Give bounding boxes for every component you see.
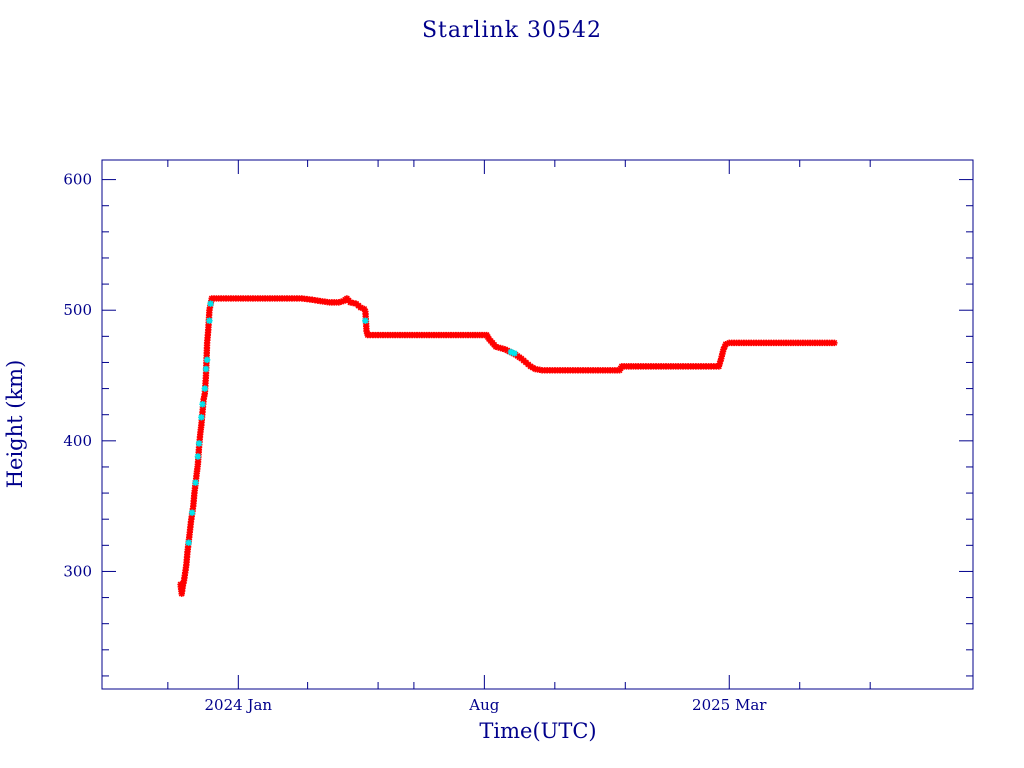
chart-title: Starlink 30542 — [422, 18, 602, 43]
data-point — [720, 346, 727, 353]
data-point — [192, 479, 199, 486]
data-point — [357, 304, 364, 311]
x-tick-label: Aug — [468, 696, 499, 714]
series-0 — [177, 295, 838, 597]
x-tick-label: 2024 Jan — [205, 696, 273, 714]
data-point — [207, 300, 214, 307]
y-tick-label: 500 — [63, 301, 92, 319]
data-series — [177, 295, 838, 597]
y-tick-label: 400 — [63, 432, 92, 450]
data-point — [195, 440, 203, 447]
data-point — [361, 305, 368, 313]
data-point — [185, 539, 192, 546]
data-point — [831, 339, 838, 347]
data-point — [722, 340, 729, 348]
x-axis-label: Time(UTC) — [479, 719, 596, 743]
series-1 — [185, 300, 518, 546]
data-point — [194, 453, 202, 460]
y-tick-label: 600 — [63, 171, 92, 189]
data-point — [202, 365, 210, 373]
y-tick-label: 300 — [63, 562, 92, 580]
y-axis-label: Height (km) — [3, 360, 27, 489]
plot-frame — [101, 159, 974, 690]
data-point — [511, 350, 518, 357]
x-tick-label: 2025 Mar — [692, 696, 767, 714]
data-point — [198, 414, 205, 421]
data-point — [362, 317, 369, 324]
data-point — [203, 356, 211, 364]
data-point — [206, 317, 213, 324]
tick-labels: 300 400 500 600 2024 Jan Aug 2025 Mar — [63, 171, 767, 714]
data-point — [188, 509, 196, 516]
data-point — [199, 401, 206, 408]
data-point — [721, 343, 728, 350]
axis-ticks — [102, 160, 973, 689]
data-point — [201, 385, 209, 392]
data-point — [507, 348, 515, 356]
